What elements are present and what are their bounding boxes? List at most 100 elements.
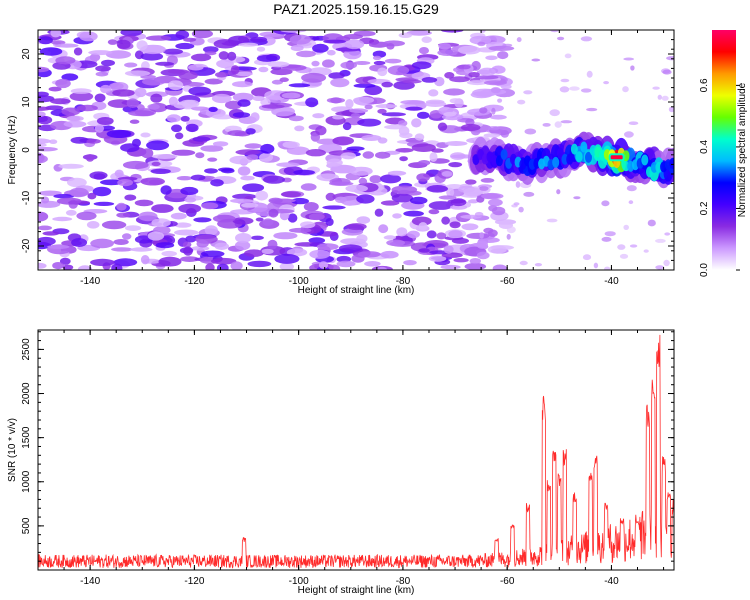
heatmap-cell [61,73,79,81]
heatmap-cell [86,221,100,229]
heatmap-cell [242,183,265,192]
heatmap-cell [428,209,440,215]
snr-frame [37,329,675,571]
heatmap-cell [402,79,422,84]
heatmap-cell [308,213,325,221]
heatmap-cell [94,124,104,133]
heatmap-cell [128,110,155,117]
heatmap-cell [151,161,161,167]
heatmap-cell [256,54,278,62]
heatmap-cell [426,185,448,193]
heatmap-cell [376,266,387,270]
heatmap-cell [467,199,479,204]
heatmap-cell [227,130,247,137]
heatmap-cell [152,154,178,159]
heatmap-cell [55,43,79,48]
heatmap-cell [380,174,402,184]
heatmap-cell [661,95,669,101]
heatmap-cell [643,249,649,253]
heatmap-cell [345,99,354,109]
heatmap-cell [411,118,422,128]
heatmap-cell [114,169,124,178]
heatmap-cell [281,92,301,99]
heatmap-cell [167,80,184,91]
x-tick-label: -140 [80,576,100,587]
heatmap-cell [218,51,229,60]
heatmap-cell [129,119,140,124]
heatmap-cell [291,197,309,205]
y-tick-label: -10 [21,190,32,205]
heatmap-cell [342,122,352,131]
heatmap-cell [457,45,481,55]
heatmap-cell [212,214,236,223]
heatmap-cell [38,106,52,111]
heatmap-cell [398,120,408,127]
heatmap-cell [310,132,321,142]
heatmap-cell [374,208,384,217]
heatmap-cell [55,56,76,65]
heatmap-cell [174,229,199,236]
heatmap-cell [188,64,204,71]
heatmap-cell [516,37,522,43]
y-tick-label: 2000 [21,382,32,405]
heatmap-cell [288,83,311,88]
heatmap-cell [211,93,232,104]
heatmap-cell [279,262,294,270]
heatmap-cell [87,192,97,200]
heatmap-cell [460,123,481,132]
heatmap-cell [440,30,464,33]
heatmap-cell [560,78,570,83]
heatmap-cell [515,181,521,188]
heatmap-cell [268,197,283,204]
heatmap-cell [180,256,199,262]
heatmap-cell [50,98,71,105]
heatmap-cell [417,111,430,119]
heatmap-cell [168,96,178,106]
heatmap-cell [513,202,520,206]
heatmap-cell [229,155,253,165]
heatmap-cell [134,87,147,98]
heatmap-cell [232,92,254,102]
heatmap-cell [485,55,498,61]
heatmap-cell [296,50,316,58]
heatmap-cell [426,230,437,239]
heatmap-cell [357,251,381,258]
heatmap-cell [92,186,112,197]
spectrogram-y-ticks: 20 10 0 -10 -20 [21,29,674,271]
heatmap-cell [463,187,483,197]
heatmap-cell [403,210,424,217]
heatmap-cell [106,129,132,138]
heatmap-cell [230,261,243,270]
heatmap-cell [271,79,283,85]
heatmap-cell [150,93,163,103]
heatmap-cell [323,39,346,44]
heatmap-cell [400,100,425,105]
heatmap-cell [274,253,300,264]
heatmap-cell [76,104,98,112]
heatmap-cell [326,158,343,167]
heatmap-cell [387,65,410,76]
heatmap-cell [628,200,634,205]
heatmap-cell [58,163,84,169]
heatmap-cell [446,187,455,198]
heatmap-cell [325,218,334,226]
spectrogram-y-axis-label: Frequency (Hz) [7,116,18,185]
snr-series-line [38,334,674,569]
heatmap-cell [38,153,45,163]
heatmap-cell [124,70,151,77]
heatmap-cell [258,66,269,73]
heatmap-cell [414,133,425,141]
signal-cell [641,154,649,166]
heatmap-cell [381,112,406,117]
heatmap-cell [48,86,62,92]
heatmap-cell [212,141,229,147]
heatmap-cell [335,111,356,116]
heatmap-cell [130,247,153,252]
heatmap-cell [286,146,310,155]
heatmap-cell [250,36,268,43]
heatmap-cell [235,71,253,77]
heatmap-cell [147,103,160,110]
heatmap-cell [395,148,414,153]
heatmap-cell [326,97,345,104]
heatmap-cell [155,61,175,66]
